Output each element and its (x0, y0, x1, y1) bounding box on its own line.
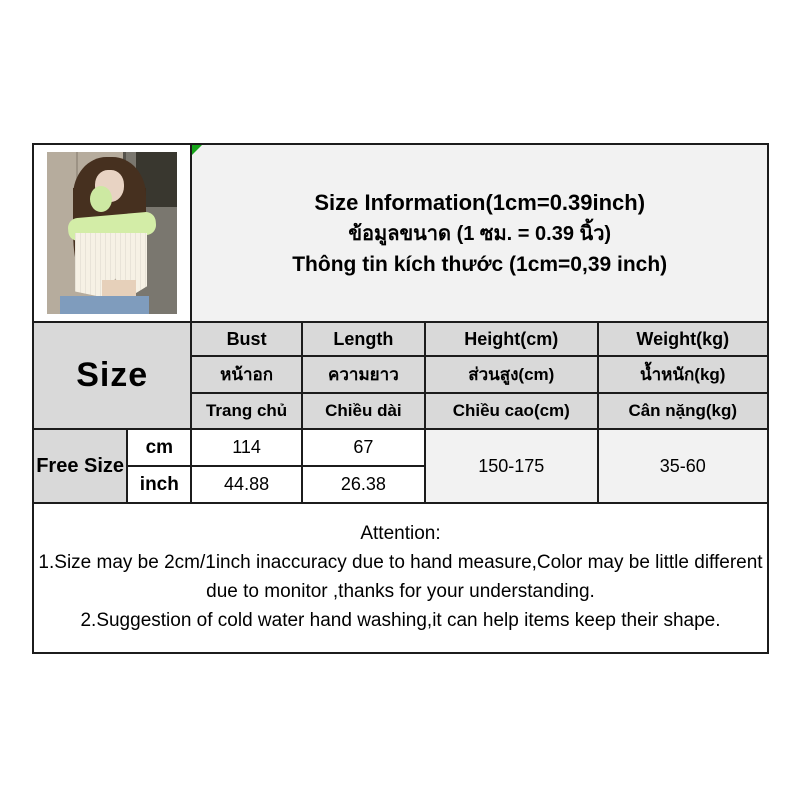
col-header-weight-th: น้ำหนัก(kg) (596, 355, 769, 394)
length-inch-value: 26.38 (300, 465, 427, 504)
title-thai: ข้อมูลขนาด (1 ซม. = 0.39 นิ้ว) (348, 222, 612, 245)
attention-heading: Attention: (360, 523, 441, 545)
unit-label-cm: cm (126, 428, 193, 467)
col-header-bust-en: Bust (190, 321, 303, 357)
col-header-bust-vi: Trang chủ (190, 392, 303, 430)
title-cell: Size Information(1cm=0.39inch) ข้อมูลขนา… (190, 143, 769, 323)
col-header-length-vi: Chiều dài (300, 392, 427, 430)
product-photo-cell (31, 143, 193, 323)
bust-inch-value: 44.88 (190, 465, 303, 504)
col-header-height-vi: Chiều cao(cm) (424, 392, 599, 430)
col-header-height-en: Height(cm) (424, 321, 599, 357)
green-corner-marker-icon (193, 146, 203, 155)
unit-label-inch: inch (126, 465, 193, 504)
col-header-weight-vi: Cân nặng(kg) (596, 392, 769, 430)
jeans (60, 296, 149, 314)
size-chart-table: Size Information(1cm=0.39inch) ข้อมูลขนา… (31, 143, 769, 654)
col-header-length-en: Length (300, 321, 427, 357)
size-header: Size (31, 321, 193, 430)
col-header-bust-th: หน้าอก (190, 355, 303, 394)
col-header-length-th: ความยาว (300, 355, 427, 394)
title-vietnamese: Thông tin kích thước (1cm=0,39 inch) (292, 252, 668, 276)
attention-note-2: 2.Suggestion of cold water hand washing,… (80, 609, 721, 631)
height-range-value: 150-175 (424, 428, 599, 504)
bust-cm-value: 114 (190, 428, 303, 467)
model-photo (47, 152, 178, 314)
model-midriff (101, 279, 136, 300)
col-header-weight-en: Weight(kg) (596, 321, 769, 357)
col-header-height-th: ส่วนสูง(cm) (424, 355, 599, 394)
attention-notes: Attention: 1.Size may be 2cm/1inch inacc… (32, 502, 769, 654)
weight-range-value: 35-60 (596, 428, 769, 504)
attention-note-1: 1.Size may be 2cm/1inch inaccuracy due t… (38, 552, 763, 602)
title-english: Size Information(1cm=0.39inch) (314, 189, 646, 215)
row-label-free-size: Free Size (31, 428, 129, 504)
model-hand (90, 186, 113, 212)
length-cm-value: 67 (300, 428, 427, 467)
